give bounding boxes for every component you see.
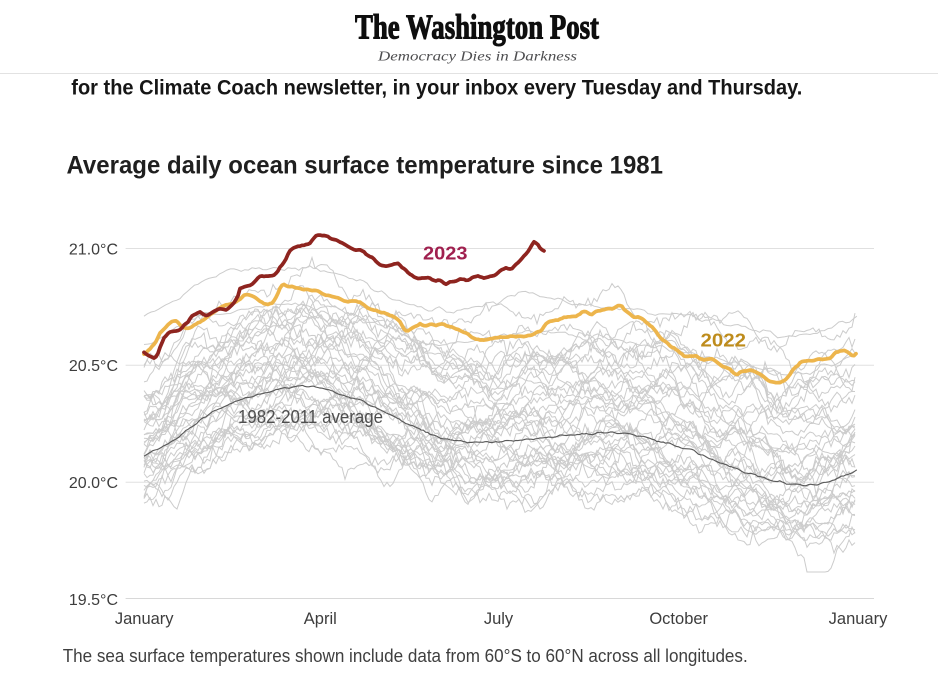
svg-text:1982-2011 average: 1982-2011 average (238, 407, 383, 427)
svg-text:Democracy Dies in Darkness: Democracy Dies in Darkness (377, 48, 577, 63)
svg-text:The sea surface temperatures s: The sea surface temperatures shown inclu… (63, 645, 748, 666)
svg-text:2023: 2023 (423, 243, 468, 264)
svg-text:January: January (829, 610, 888, 628)
svg-text:20.5°C: 20.5°C (69, 358, 118, 375)
svg-text:The Washington Post: The Washington Post (355, 9, 599, 47)
svg-text:April: April (304, 610, 337, 628)
svg-text:21.0°C: 21.0°C (69, 241, 118, 258)
svg-text:July: July (484, 610, 514, 628)
svg-text:January: January (115, 610, 174, 628)
svg-text:October: October (649, 610, 708, 628)
svg-text:Average daily ocean surface te: Average daily ocean surface temperature … (67, 153, 664, 180)
svg-text:19.5°C: 19.5°C (69, 592, 118, 609)
svg-text:2022: 2022 (701, 330, 747, 351)
svg-text:20.0°C: 20.0°C (69, 475, 118, 492)
svg-text:for the Climate Coach newslett: for the Climate Coach newsletter, in you… (71, 75, 802, 99)
